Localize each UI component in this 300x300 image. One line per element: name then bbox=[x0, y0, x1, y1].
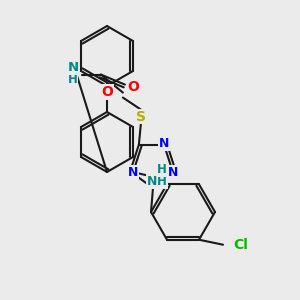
Text: N: N bbox=[128, 166, 138, 179]
Text: N: N bbox=[67, 61, 79, 74]
Text: O: O bbox=[127, 80, 139, 94]
Text: N: N bbox=[159, 137, 169, 150]
Text: S: S bbox=[136, 110, 146, 124]
Text: H: H bbox=[68, 73, 78, 86]
Text: Cl: Cl bbox=[233, 238, 248, 252]
Text: H: H bbox=[157, 175, 167, 188]
Text: N: N bbox=[168, 166, 178, 179]
Text: H: H bbox=[157, 163, 167, 176]
Text: N: N bbox=[147, 175, 158, 188]
Text: O: O bbox=[101, 85, 113, 99]
